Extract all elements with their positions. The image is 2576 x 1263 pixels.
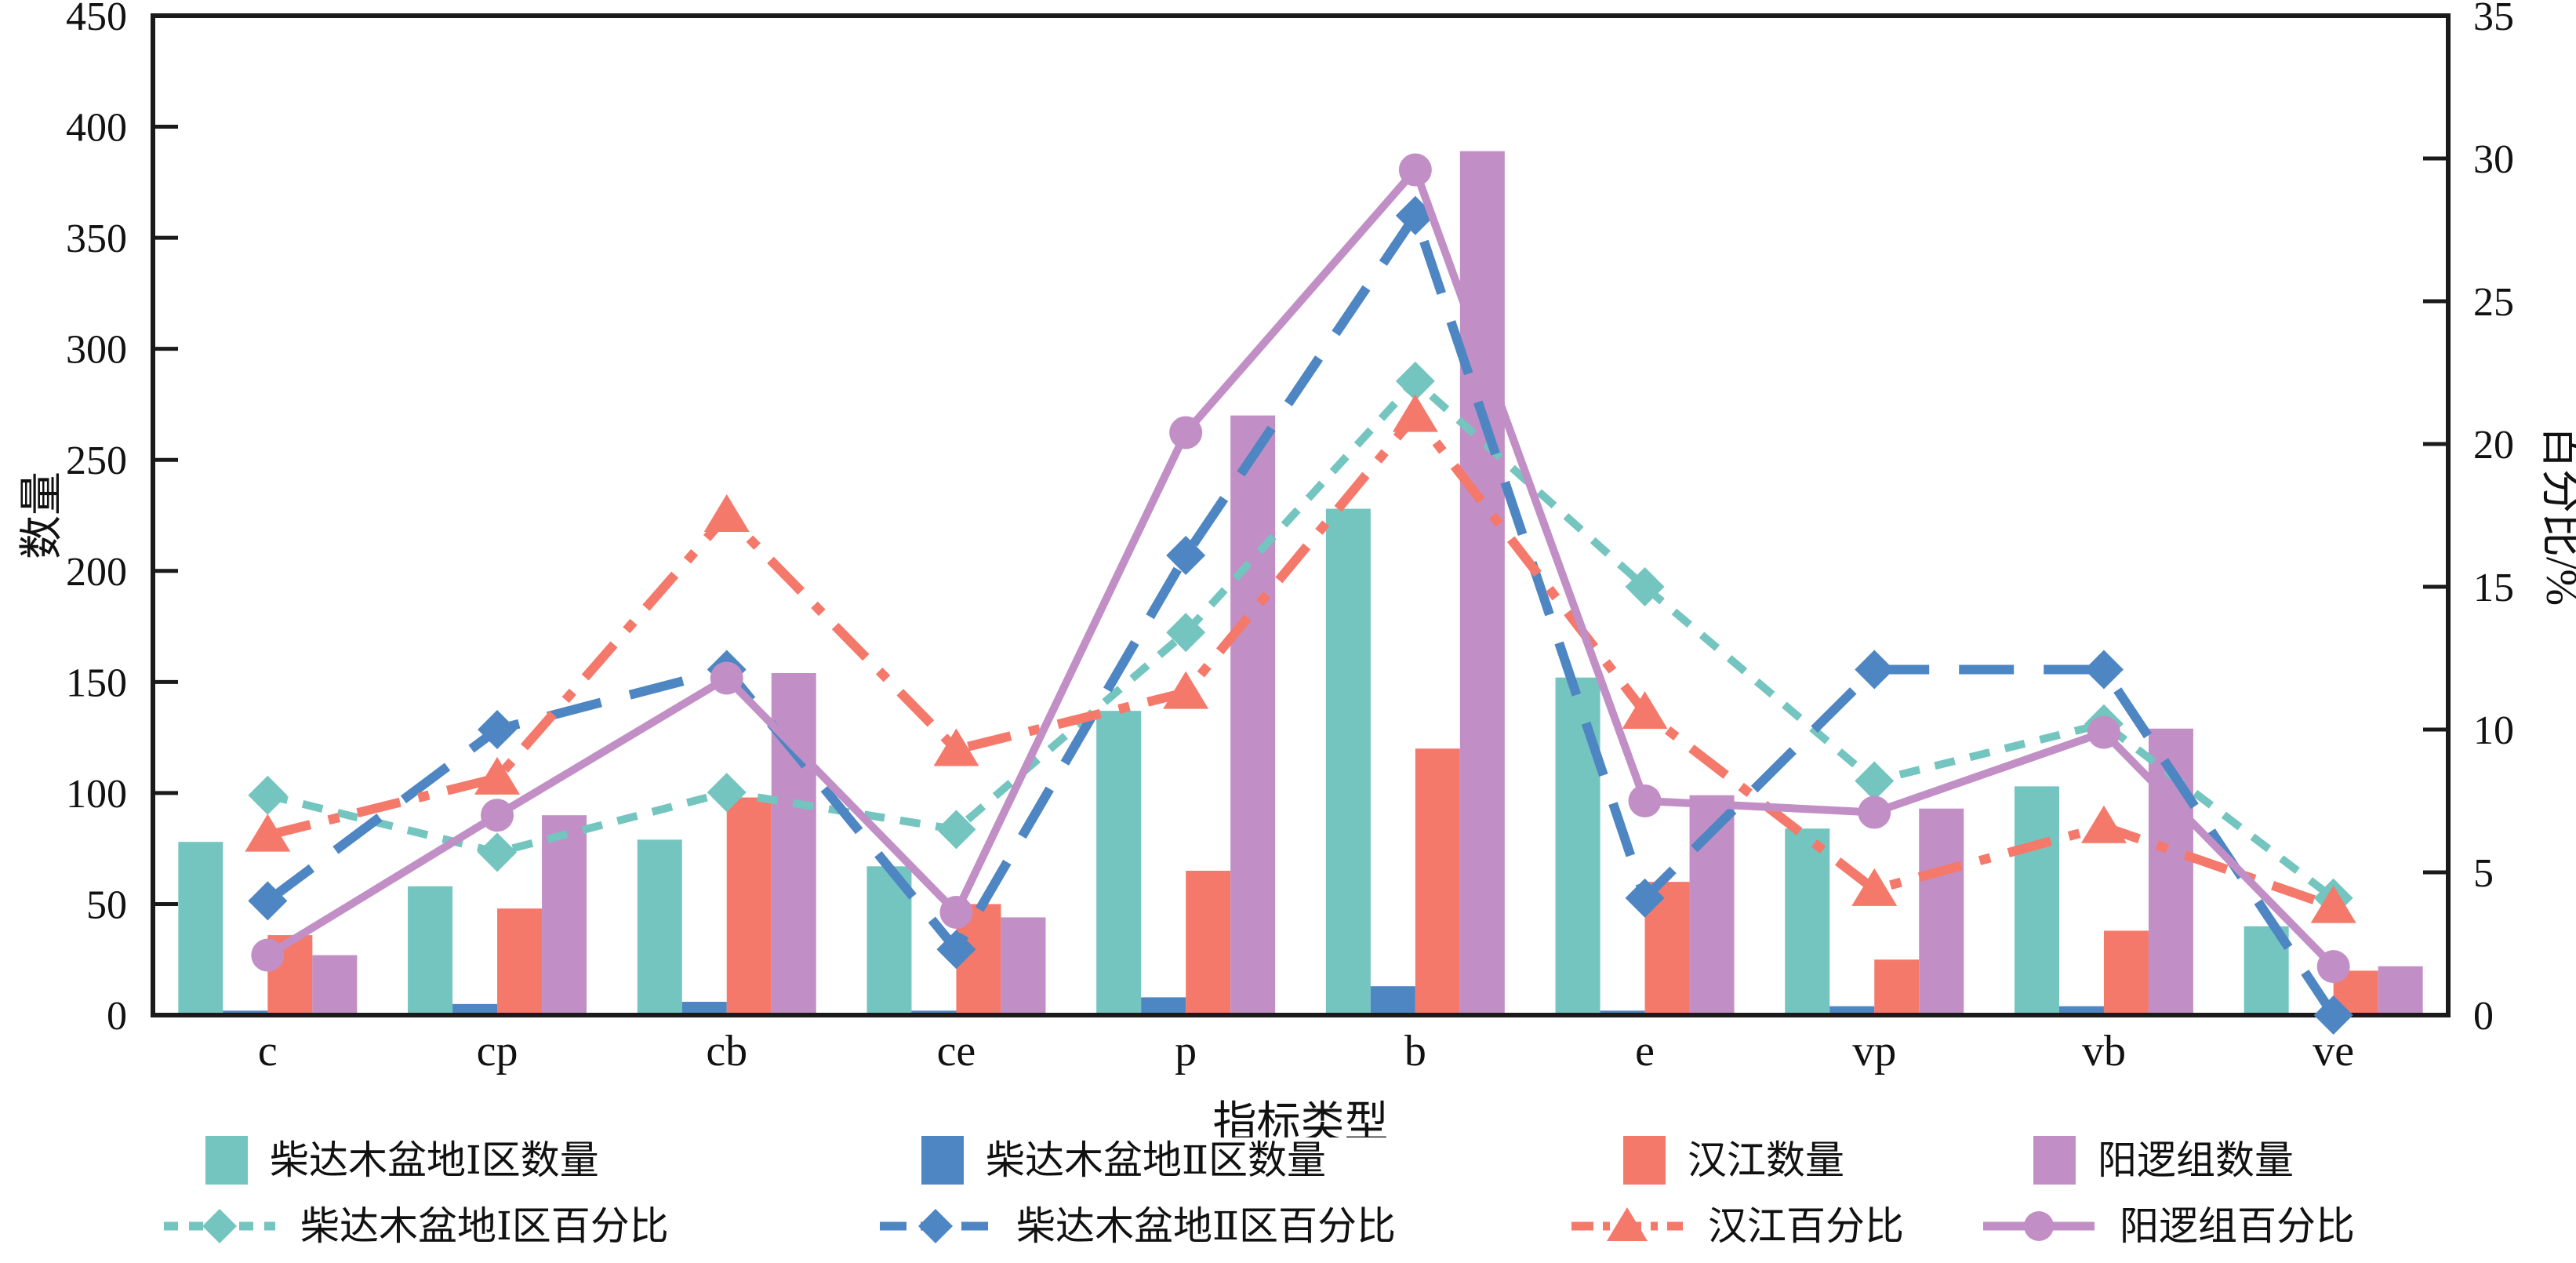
bar-cb-3 — [771, 673, 816, 1015]
legend-label: 柴达木盆地Ⅱ区百分比 — [1016, 1204, 1396, 1248]
legend-item-bar-hanjiang: 汉江数量 — [1623, 1133, 1844, 1188]
bar-cp-2 — [497, 908, 543, 1015]
bar-cb-2 — [726, 797, 772, 1015]
legend-label: 柴达木盆地Ⅰ区百分比 — [300, 1204, 669, 1248]
x-tick-label: ve — [2313, 1027, 2354, 1076]
legend-label: 柴达木盆地Ⅰ区数量 — [270, 1138, 599, 1182]
bar-p-1 — [1141, 997, 1186, 1015]
legend-item-line-hanjiang: 汉江百分比 — [1568, 1199, 1904, 1254]
bar-vb-1 — [2058, 1006, 2104, 1015]
left-tick-label: 50 — [86, 883, 127, 927]
legend-swatch-line-yangluo — [1980, 1200, 2098, 1252]
legend-swatch-bar-caidamu1 — [205, 1136, 248, 1185]
bar-cb-1 — [681, 1002, 727, 1015]
legend-swatch-bar-caidamu2 — [921, 1136, 964, 1185]
legend-swatch-line-caidamu1 — [161, 1200, 278, 1252]
legend-item-line-caidamu1: 柴达木盆地Ⅰ区百分比 — [161, 1199, 669, 1254]
x-tick-label: cp — [477, 1027, 518, 1076]
x-axis-title: 指标类型 — [1213, 1099, 1389, 1137]
left-tick-label: 400 — [66, 106, 127, 151]
bar-vp-2 — [1874, 959, 1920, 1015]
legend-label: 阳逻组数量 — [2098, 1138, 2294, 1182]
legend-swatch-bar-hanjiang — [1623, 1136, 1666, 1185]
left-tick-label: 250 — [66, 439, 127, 483]
left-tick-label: 100 — [66, 772, 127, 817]
left-tick-label: 150 — [66, 661, 127, 705]
left-tick-label: 450 — [66, 0, 127, 39]
legend-item-bar-caidamu2: 柴达木盆地Ⅱ区数量 — [921, 1133, 1326, 1188]
right-tick-label: 15 — [2473, 566, 2514, 610]
bar-vp-1 — [1829, 1006, 1875, 1015]
x-tick-label: cb — [706, 1027, 747, 1076]
left-tick-label: 200 — [66, 550, 127, 595]
legend-label: 柴达木盆地Ⅱ区数量 — [986, 1138, 1326, 1182]
legend-swatch-line-caidamu2 — [877, 1200, 994, 1252]
right-tick-label: 5 — [2473, 851, 2494, 896]
legend-item-bar-caidamu1: 柴达木盆地Ⅰ区数量 — [205, 1133, 599, 1188]
legend-item-bar-yangluo: 阳逻组数量 — [2033, 1133, 2294, 1188]
left-axis-title: 数量 — [18, 471, 67, 559]
x-tick-label: vp — [1852, 1027, 1896, 1076]
bar-cp-1 — [452, 1003, 498, 1015]
bar-b-2 — [1415, 748, 1460, 1015]
line-series-3 — [251, 153, 2350, 984]
bar-cp-0 — [408, 886, 453, 1015]
bar-b-3 — [1459, 151, 1505, 1016]
bar-vb-0 — [2014, 786, 2059, 1015]
right-tick-label: 30 — [2473, 137, 2514, 182]
right-tick-label: 10 — [2473, 708, 2514, 753]
bar-vp-3 — [1919, 808, 1964, 1015]
legend-swatch-line-hanjiang — [1568, 1200, 1686, 1252]
bar-series-2 — [267, 748, 2378, 1015]
x-tick-label: vb — [2082, 1027, 2126, 1076]
bar-p-0 — [1096, 711, 1142, 1015]
x-tick-label: c — [258, 1027, 278, 1076]
bar-ce-3 — [1001, 917, 1046, 1015]
combo-chart: 0 50 100 150 200 250 300 350 400 450 0 5 10 15 20 25 30 3… — [18, 0, 2576, 1137]
legend-label: 汉江百分比 — [1708, 1204, 1904, 1248]
left-tick-label: 0 — [107, 994, 127, 1039]
bar-b-1 — [1370, 986, 1415, 1015]
left-tick-label: 300 — [66, 328, 127, 373]
bar-vp-0 — [1785, 828, 1830, 1015]
bar-p-2 — [1186, 870, 1231, 1015]
bar-b-0 — [1325, 508, 1371, 1015]
bar-series-3 — [312, 151, 2423, 1016]
bar-c-0 — [178, 842, 223, 1015]
axes-frame — [151, 13, 2451, 1017]
right-tick-label: 20 — [2473, 423, 2514, 468]
bar-cp-3 — [542, 815, 587, 1015]
legend-item-line-yangluo: 阳逻组百分比 — [1980, 1199, 2355, 1254]
x-tick-label: b — [1404, 1027, 1426, 1076]
x-tick-label: p — [1175, 1027, 1197, 1076]
left-tick-label: 350 — [66, 217, 127, 261]
bar-e-0 — [1555, 677, 1600, 1015]
bar-p-3 — [1230, 415, 1276, 1015]
x-tick-label: ce — [937, 1027, 976, 1076]
legend-item-line-caidamu2: 柴达木盆地Ⅱ区百分比 — [877, 1199, 1396, 1254]
legend-label: 阳逻组百分比 — [2120, 1204, 2355, 1248]
right-tick-label: 35 — [2473, 0, 2514, 39]
bar-cb-0 — [637, 839, 682, 1015]
bar-ve-3 — [2378, 966, 2423, 1015]
right-axis-title: 百分比/% — [2537, 425, 2576, 606]
line-series-2 — [245, 394, 2356, 923]
right-tick-label: 0 — [2473, 994, 2494, 1039]
bar-vb-2 — [2103, 930, 2149, 1015]
legend-swatch-bar-yangluo — [2033, 1136, 2076, 1185]
right-tick-label: 25 — [2473, 280, 2514, 325]
x-tick-label: e — [1635, 1027, 1655, 1076]
legend-label: 汉江数量 — [1688, 1138, 1844, 1182]
bar-c-3 — [312, 955, 358, 1015]
